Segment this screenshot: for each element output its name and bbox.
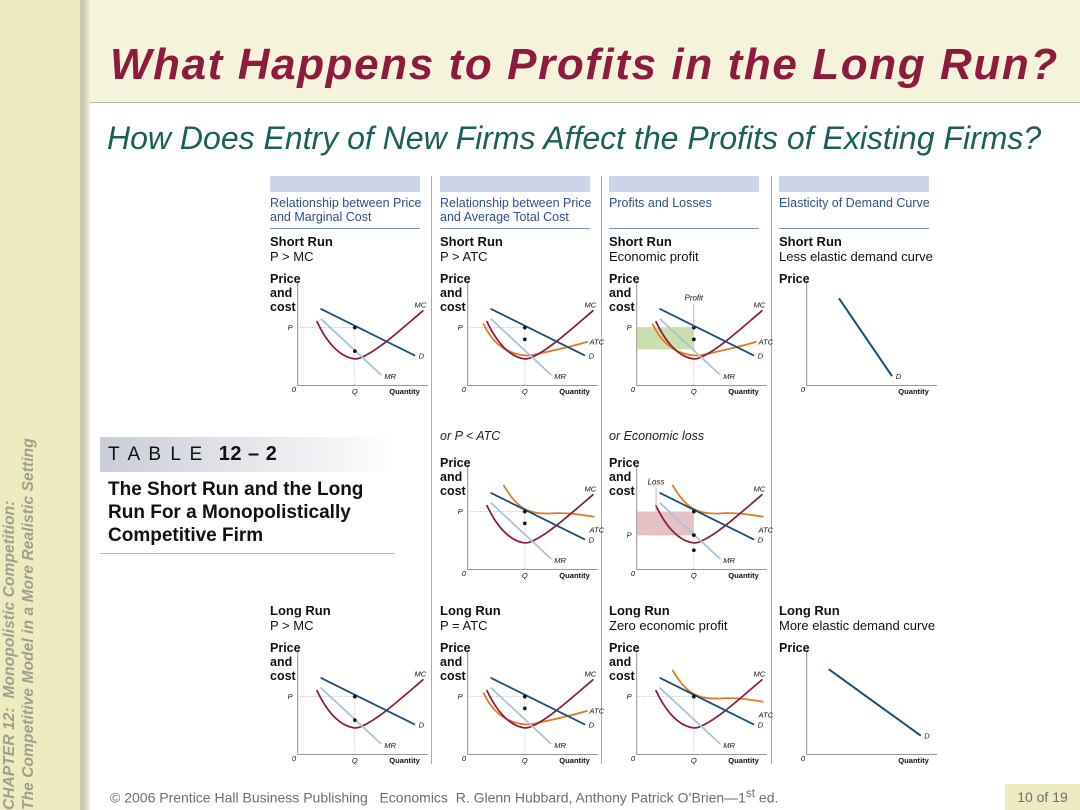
svg-text:MC: MC — [753, 484, 765, 493]
svg-text:D: D — [419, 352, 425, 361]
svg-text:MR: MR — [554, 372, 566, 381]
svg-text:0: 0 — [801, 754, 806, 763]
svg-text:Quantity: Quantity — [898, 756, 929, 765]
svg-text:Loss: Loss — [648, 478, 665, 487]
svg-text:D: D — [758, 352, 764, 361]
svg-text:MC: MC — [584, 300, 596, 309]
svg-text:P: P — [458, 692, 463, 701]
svg-text:Q: Q — [691, 387, 697, 396]
svg-text:MC: MC — [414, 300, 426, 309]
svg-text:MC: MC — [753, 300, 765, 309]
svg-text:Q: Q — [522, 571, 528, 580]
svg-text:0: 0 — [462, 754, 467, 763]
svg-text:D: D — [758, 536, 764, 545]
svg-text:D: D — [589, 721, 595, 730]
svg-text:ATC: ATC — [758, 711, 774, 720]
svg-text:MC: MC — [414, 669, 426, 678]
svg-text:P: P — [288, 323, 293, 332]
svg-text:MR: MR — [723, 741, 735, 750]
svg-text:P: P — [627, 323, 632, 332]
svg-text:Q: Q — [352, 756, 358, 765]
svg-text:MR: MR — [554, 741, 566, 750]
svg-text:Quantity: Quantity — [728, 387, 759, 396]
svg-text:D: D — [924, 732, 930, 741]
svg-text:ATC: ATC — [589, 526, 605, 535]
svg-text:P: P — [458, 323, 463, 332]
svg-text:Q: Q — [352, 387, 358, 396]
svg-text:D: D — [589, 536, 595, 545]
svg-text:Q: Q — [522, 756, 528, 765]
svg-text:Quantity: Quantity — [389, 756, 420, 765]
svg-text:ATC: ATC — [758, 337, 774, 346]
svg-text:Q: Q — [691, 571, 697, 580]
svg-text:0: 0 — [631, 754, 636, 763]
svg-text:ATC: ATC — [589, 706, 605, 715]
svg-text:MC: MC — [584, 484, 596, 493]
svg-text:ATC: ATC — [758, 526, 774, 535]
svg-text:MC: MC — [753, 669, 765, 678]
svg-text:0: 0 — [631, 385, 636, 394]
svg-text:P: P — [627, 531, 632, 540]
svg-text:D: D — [589, 352, 595, 361]
svg-text:P: P — [627, 692, 632, 701]
svg-text:0: 0 — [292, 385, 297, 394]
svg-text:Q: Q — [522, 387, 528, 396]
svg-text:0: 0 — [462, 569, 467, 578]
svg-text:0: 0 — [462, 385, 467, 394]
svg-text:Quantity: Quantity — [389, 387, 420, 396]
svg-text:P: P — [458, 507, 463, 516]
svg-text:ATC: ATC — [589, 337, 605, 346]
svg-text:Q: Q — [691, 756, 697, 765]
svg-text:MR: MR — [723, 372, 735, 381]
svg-text:MR: MR — [723, 556, 735, 565]
svg-text:0: 0 — [292, 754, 297, 763]
svg-text:P: P — [288, 692, 293, 701]
svg-text:0: 0 — [801, 385, 806, 394]
svg-text:Quantity: Quantity — [728, 756, 759, 765]
svg-text:0: 0 — [631, 569, 636, 578]
svg-text:Quantity: Quantity — [898, 387, 929, 396]
svg-text:MR: MR — [554, 556, 566, 565]
svg-text:Quantity: Quantity — [559, 756, 590, 765]
svg-text:MC: MC — [584, 669, 596, 678]
svg-text:MR: MR — [384, 372, 396, 381]
svg-text:MR: MR — [384, 741, 396, 750]
svg-text:Profit: Profit — [685, 294, 704, 303]
svg-text:D: D — [896, 372, 902, 381]
svg-text:D: D — [419, 721, 425, 730]
svg-text:Quantity: Quantity — [559, 571, 590, 580]
svg-text:D: D — [758, 721, 764, 730]
svg-text:Quantity: Quantity — [728, 571, 759, 580]
svg-text:Quantity: Quantity — [559, 387, 590, 396]
